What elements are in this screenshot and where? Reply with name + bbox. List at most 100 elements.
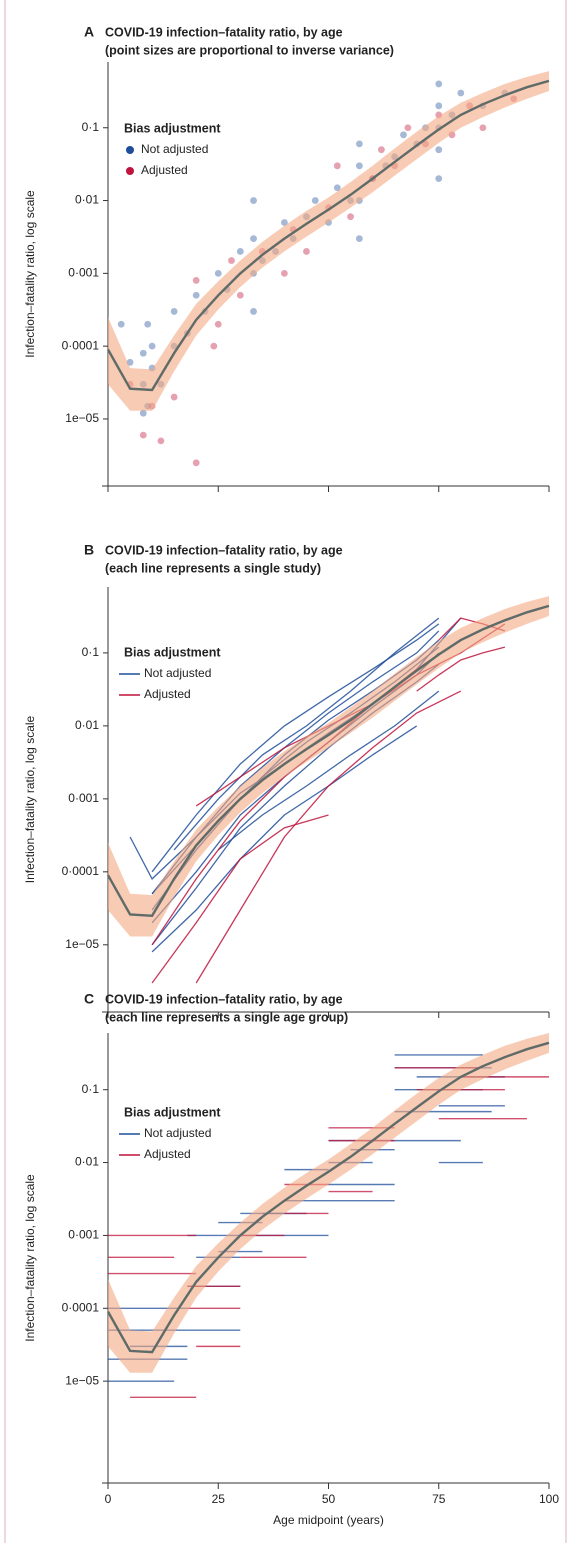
point [236,248,244,255]
point [250,308,257,315]
legend-label: Adjusted [141,163,188,177]
point [210,342,218,350]
x-tick-label: 50 [322,1492,336,1506]
y-tick-label: 0·0001 [62,1300,100,1314]
point [333,184,341,192]
point [228,257,235,264]
fit-band [108,596,549,937]
chart-title: COVID-19 infection–fatality ratio, by ag… [105,543,343,557]
panel-1: B COVID-19 infection–fatality ratio, by a… [23,542,550,1018]
y-tick-label: 0·001 [68,791,99,805]
chart-title: COVID-19 infection–fatality ratio, by ag… [105,25,343,39]
study-line [217,690,440,851]
legend-label: Not adjusted [144,1126,211,1140]
panel-letter: C [84,991,94,1007]
point [170,393,178,401]
study-line [151,725,418,953]
legend-marker [126,146,134,154]
x-tick-label: 75 [432,1492,446,1506]
y-tick-label: 1e−05 [65,937,99,951]
point [157,437,165,445]
y-tick-label: 0·001 [68,1228,99,1242]
y-tick-label: 0·1 [82,1082,100,1096]
point [435,146,443,154]
data-layer [117,80,518,467]
point [281,269,288,277]
x-tick-label: 25 [212,1492,226,1506]
point [435,80,443,88]
y-tick-label: 0·001 [68,266,99,280]
y-tick-label: 1e−05 [65,411,99,425]
legend-title: Bias adjustment [124,121,221,135]
point [333,162,341,170]
legend-label: Adjusted [144,687,191,701]
point [400,131,407,139]
panel-letter: B [84,542,94,558]
point [457,89,465,97]
point [236,291,244,299]
point [347,213,354,221]
point [139,431,147,439]
y-tick-label: 0·0001 [62,338,100,352]
fit-band [108,1033,549,1373]
point [378,146,385,154]
point [355,162,363,170]
y-axis-label: Infection–fatality ratio, log scale [23,715,37,883]
legend-title: Bias adjustment [124,1105,221,1119]
legend-label: Adjusted [144,1147,191,1161]
point [192,291,200,299]
point [170,308,178,315]
point [126,358,134,366]
study-line [151,663,440,946]
y-tick-label: 0·1 [82,120,100,134]
point [250,235,257,243]
y-axis-label: Infection–fatality ratio, log scale [23,1174,37,1342]
point [214,320,222,328]
study-line [416,646,506,692]
x-axis-label: Age midpoint (years) [273,1513,384,1527]
y-tick-label: 0·0001 [62,864,100,878]
chart-title: COVID-19 infection–fatality ratio, by ag… [105,992,343,1006]
chart-subtitle: (each line represents a single age group… [105,1010,348,1024]
x-tick-label: 100 [539,1492,559,1506]
fit-band [108,71,549,411]
y-tick-label: 0·01 [75,193,99,207]
point [435,102,443,110]
study-line [173,617,440,851]
study-line [151,623,440,873]
chart-subtitle: (each line represents a single study) [105,561,321,575]
legend-title: Bias adjustment [124,645,221,659]
point [404,124,412,132]
study-line [151,814,329,984]
point [281,219,288,226]
y-axis-label: Infection–fatality ratio, log scale [23,190,37,358]
point [355,235,363,243]
point [192,459,200,467]
point [117,320,125,328]
point [355,140,363,148]
y-tick-label: 0·01 [75,718,99,732]
point [303,248,310,255]
fit-line [106,604,550,918]
panel-0: A COVID-19 infection–fatality ratio, by a… [23,24,550,492]
point [139,409,147,417]
point [250,197,257,204]
point [192,277,200,284]
legend-marker [126,167,134,175]
point [148,342,156,350]
point [435,175,443,183]
x-tick-label: 0 [105,1492,112,1506]
panel-letter: A [84,24,94,40]
study-line [195,690,462,984]
chart-subtitle: (point sizes are proportional to inverse… [105,43,394,57]
point [479,124,487,132]
point [214,269,222,277]
fit-line [106,1041,550,1354]
y-tick-label: 0·01 [75,1155,99,1169]
point [144,320,152,328]
fit-line [106,79,550,392]
point [139,349,147,357]
point [311,197,319,204]
